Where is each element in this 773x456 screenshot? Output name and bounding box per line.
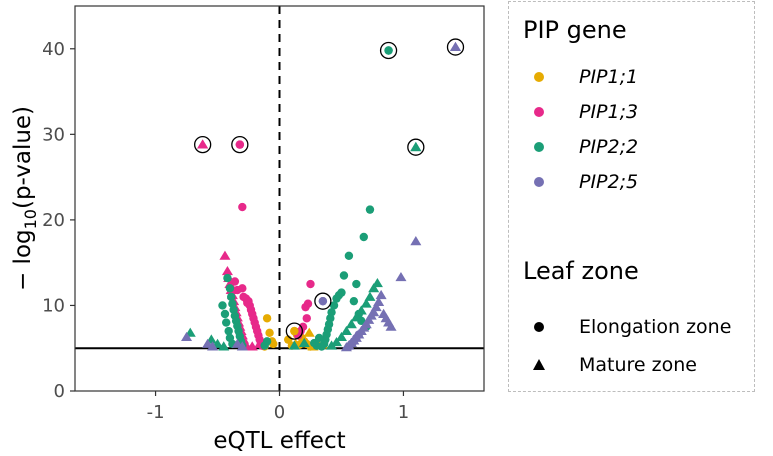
data-point (301, 302, 310, 312)
data-point (243, 298, 252, 308)
y-tick-label: 0 (54, 381, 65, 402)
legend-zone-label: Mature zone (579, 354, 697, 376)
data-point (410, 236, 422, 246)
legend-gene-label: PIP2;2 (579, 136, 639, 158)
data-point (339, 271, 349, 280)
data-point (349, 296, 359, 306)
data-point (226, 292, 236, 302)
legend-triangle-icon (529, 355, 549, 375)
legend-zone-title: Leaf zone (523, 257, 639, 285)
data-point (236, 341, 248, 351)
y-tick-label: 20 (42, 210, 65, 231)
data-point (265, 328, 274, 338)
highlight-ring (194, 135, 212, 154)
data-point (221, 265, 233, 276)
data-point (344, 251, 354, 261)
data-point (365, 205, 375, 214)
highlighted-point (235, 140, 245, 149)
data-point (330, 336, 343, 347)
data-point (288, 340, 300, 350)
data-point (335, 331, 347, 342)
legend-circle-icon (529, 317, 549, 337)
y-axis-title: − log10(p-value) (10, 106, 40, 291)
legend-gene-title: PIP gene (523, 16, 627, 44)
data-point (326, 340, 338, 350)
legend-item-gene: PIP1;3 (529, 97, 638, 127)
highlighted-point (449, 41, 462, 52)
x-tick-label: 0 (274, 402, 285, 423)
highlighted-point (410, 141, 422, 152)
data-point (218, 301, 227, 310)
data-point (395, 271, 407, 282)
highlight-ring (379, 41, 398, 60)
data-point (262, 314, 272, 323)
data-point (220, 309, 230, 319)
x-axis-title: eQTL effect (213, 428, 345, 454)
data-point (334, 290, 344, 300)
legend-item-gene: PIP2;2 (529, 132, 638, 162)
highlight-ring (285, 322, 304, 340)
data-point (306, 279, 315, 289)
legend-item-zone: Elongation zone (529, 312, 731, 342)
data-point (359, 232, 368, 242)
highlighted-point (318, 296, 328, 306)
highlight-ring (231, 135, 249, 154)
data-point (350, 312, 362, 322)
legend-dot-icon (529, 172, 549, 192)
data-point (368, 283, 380, 293)
data-point (219, 250, 231, 260)
data-point (303, 327, 315, 337)
data-point (260, 341, 269, 350)
data-point (329, 301, 339, 310)
highlighted-point (197, 139, 209, 149)
y-tick-label: 10 (42, 295, 65, 316)
data-point (340, 325, 352, 336)
data-point (225, 284, 235, 293)
legend-dot-icon (529, 102, 549, 122)
data-point (385, 321, 397, 331)
highlight-circles (194, 38, 465, 340)
data-point (207, 341, 219, 351)
data-point (314, 333, 324, 343)
data-point (364, 291, 376, 301)
data-point (360, 298, 372, 308)
legend: PIP gene PIP1;1 PIP1;3 PIP2;2 PIP2;5 Leaf z… (508, 1, 755, 392)
data-point (246, 341, 258, 351)
x-tick-label: 1 (398, 402, 409, 423)
legend-gene-label: PIP2;5 (579, 171, 639, 193)
legend-gene-label: PIP1;3 (579, 101, 639, 123)
data-point (181, 331, 193, 342)
data-point (345, 319, 357, 329)
highlighted-point (384, 46, 393, 55)
data-point (238, 202, 247, 212)
y-tick-label: 30 (42, 124, 65, 145)
legend-item-zone: Mature zone (529, 350, 697, 380)
data-point (375, 289, 387, 300)
highlight-ring (407, 138, 425, 156)
data-point (302, 314, 311, 323)
data-point (355, 305, 367, 315)
reference-lines (75, 6, 484, 391)
highlighted-point (290, 326, 299, 336)
legend-dot-icon (529, 67, 549, 87)
data-point (340, 342, 352, 352)
highlight-ring (314, 292, 332, 310)
y-tick-label: 40 (42, 39, 65, 60)
data-point (223, 273, 232, 283)
data-point (218, 341, 230, 351)
plot-panel-border (74, 5, 485, 392)
highlight-ring (446, 38, 465, 56)
legend-item-gene: PIP1;1 (529, 62, 638, 92)
legend-dot-icon (529, 137, 549, 157)
x-tick-label: -1 (147, 402, 165, 423)
data-point (298, 337, 310, 348)
legend-zone-label: Elongation zone (579, 316, 732, 338)
data-point (224, 326, 233, 336)
data-point (352, 279, 361, 289)
legend-item-gene: PIP2;5 (529, 167, 638, 197)
data-point (222, 318, 231, 327)
legend-gene-label: PIP1;1 (579, 66, 639, 88)
